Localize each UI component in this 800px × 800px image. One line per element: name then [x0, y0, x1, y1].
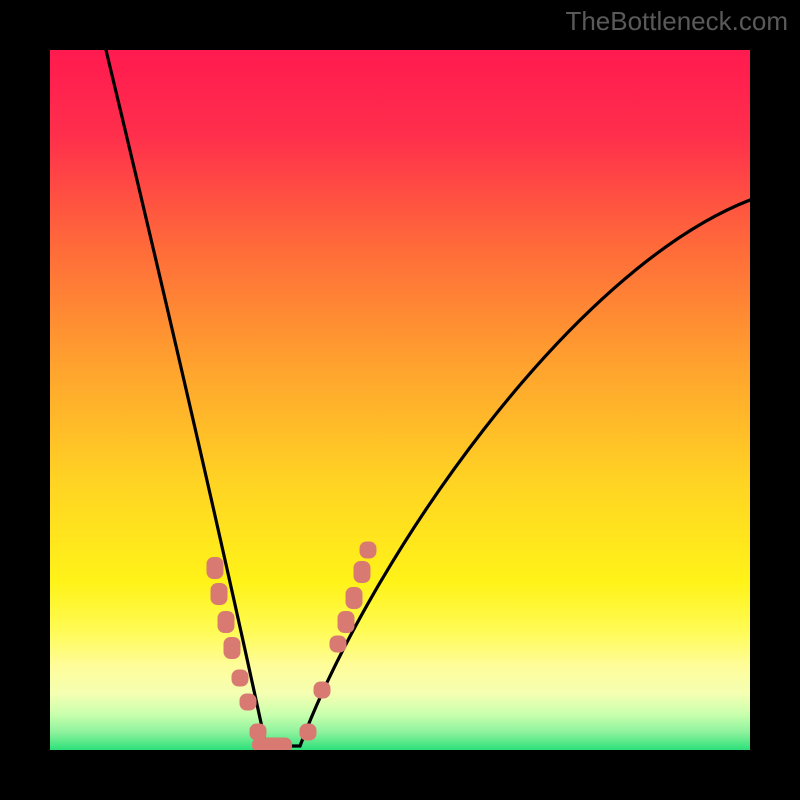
marker-point: [346, 587, 363, 609]
watermark-text: TheBottleneck.com: [565, 6, 788, 37]
marker-point: [252, 738, 292, 751]
marker-point: [240, 694, 257, 711]
gradient-background: [50, 50, 750, 750]
marker-point: [354, 561, 371, 583]
chart-svg: [50, 50, 750, 750]
marker-point: [314, 682, 331, 699]
marker-point: [330, 636, 347, 653]
marker-point: [232, 670, 249, 687]
marker-point: [211, 583, 228, 605]
marker-point: [224, 637, 241, 659]
marker-point: [218, 611, 235, 633]
marker-point: [207, 557, 224, 579]
marker-point: [300, 724, 317, 741]
plot-area: [50, 50, 750, 750]
marker-point: [338, 611, 355, 633]
marker-point: [360, 542, 377, 559]
canvas-root: TheBottleneck.com: [0, 0, 800, 800]
